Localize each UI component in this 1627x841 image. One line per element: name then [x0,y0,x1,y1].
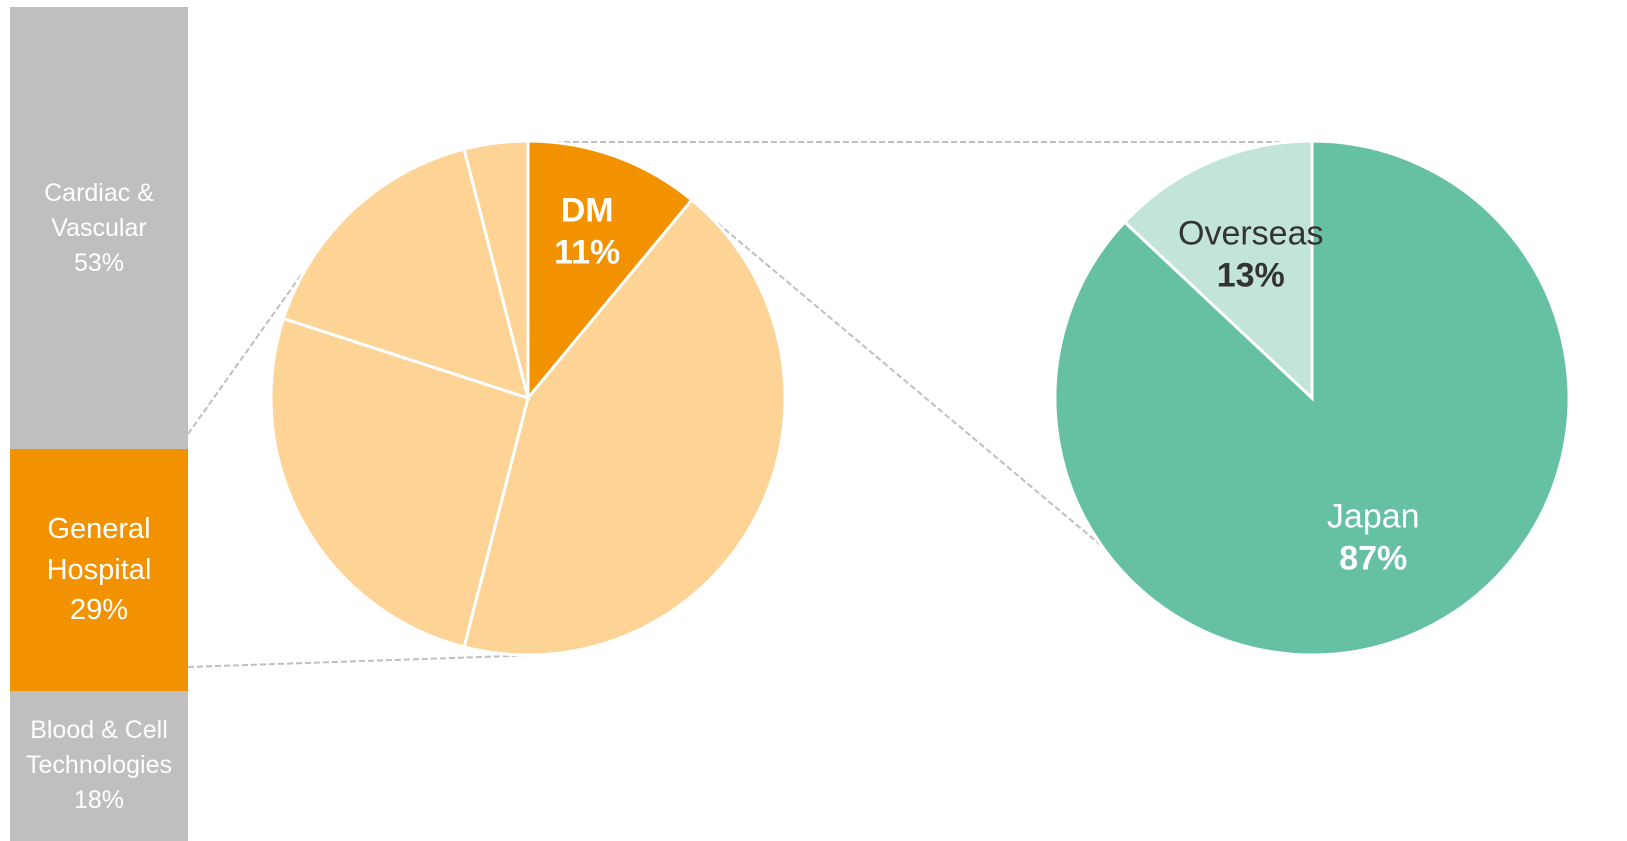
slice-name: Overseas [1178,214,1324,252]
pie-slice [1122,139,1314,402]
segment-value: 53% [73,248,125,277]
slice-value: 11% [554,234,620,272]
slice-value: 87% [1339,540,1407,578]
slice-name: DM [561,192,614,230]
segment-value: 29% [69,594,129,627]
connector-line [689,199,1173,606]
pie-slice [526,139,694,403]
bar-segment: Blood & Cell Technologies 18% [10,690,188,841]
connector-line [187,654,541,668]
bar-segment: Cardiac & Vascular 53% [10,7,188,450]
segment-value: 18% [73,786,125,815]
segment-name: General Hospital [46,513,152,586]
bar-segment: General Hospital 29% [10,449,188,691]
segment-name: Blood & Cell Technologies [26,716,172,780]
slice-value: 13% [1217,256,1285,294]
slice-name: Japan [1327,498,1420,536]
pie-slice [462,139,530,399]
pie-slice [269,316,530,649]
pie-slice [281,147,531,401]
pie-slice [462,197,787,657]
segment-name: Cardiac & Vascular [44,178,154,242]
